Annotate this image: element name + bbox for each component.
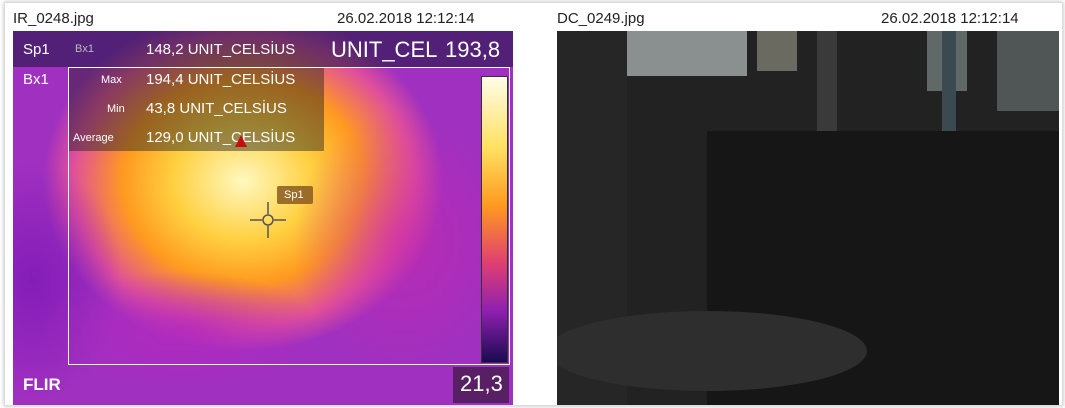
ir-file: IR_0248.jpg: [13, 10, 94, 27]
photo-scene: [557, 31, 1059, 405]
spot-marker: Sp1: [284, 189, 304, 201]
brand: FLIR: [23, 375, 61, 395]
scale-min: 21,3: [460, 371, 503, 397]
dc-timestamp: 26.02.2018 12:12:14: [881, 10, 1019, 27]
thermal-image: Sp1 Bx1 148,2 UNIT_CELSİUS UNIT_CEL 193,…: [13, 31, 513, 405]
report: IR_0248.jpg 26.02.2018 12:12:14 DC_0249.…: [4, 2, 1063, 406]
photo: [557, 31, 1059, 405]
ir-timestamp: 26.02.2018 12:12:14: [337, 10, 475, 27]
dc-file: DC_0249.jpg: [557, 10, 645, 27]
markers: [13, 31, 513, 405]
